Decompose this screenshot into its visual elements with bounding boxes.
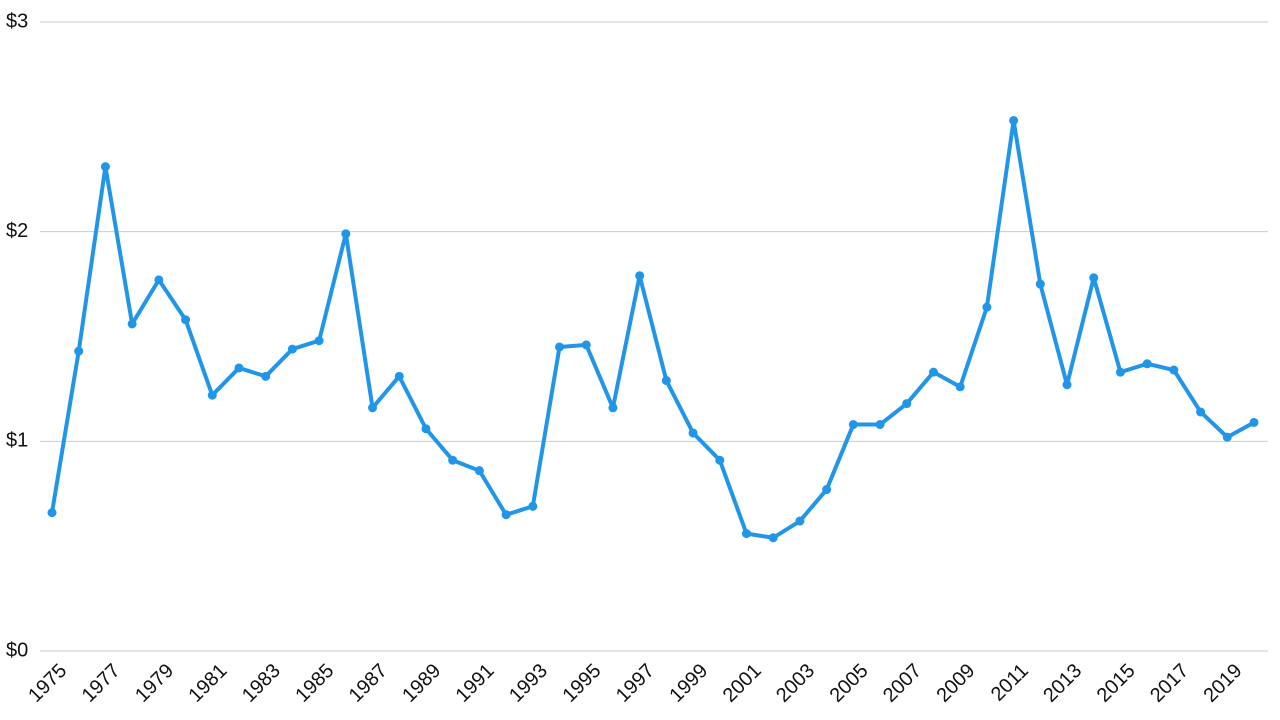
x-tick-label: 1995 (558, 660, 605, 707)
x-tick-label: 1999 (665, 660, 712, 707)
x-tick-label: 2001 (719, 660, 766, 707)
x-tick-label: 2017 (1146, 660, 1193, 707)
x-tick-label: 1997 (612, 660, 659, 707)
x-tick-label: 2015 (1093, 660, 1140, 707)
x-tick-label: 1981 (185, 660, 232, 707)
point (74, 346, 84, 356)
point (1115, 367, 1125, 377)
x-tick-label: 2011 (987, 660, 1033, 706)
x-tick-label: 1983 (238, 660, 285, 707)
point (875, 420, 885, 430)
point (661, 376, 671, 386)
point (448, 455, 458, 465)
point (635, 271, 645, 281)
point (608, 403, 618, 413)
x-tick-label: 2009 (932, 660, 979, 707)
point (982, 302, 992, 312)
point (795, 516, 805, 526)
point (955, 382, 965, 392)
point (154, 275, 164, 285)
point (822, 485, 832, 495)
x-tick-label: 1991 (452, 660, 499, 707)
x-tick-label: 2007 (879, 660, 926, 707)
point (848, 420, 858, 430)
point (768, 533, 778, 543)
point (1222, 432, 1232, 442)
point (1035, 279, 1045, 289)
point (688, 428, 698, 438)
point (181, 315, 191, 325)
x-tick-label: 1989 (398, 660, 445, 707)
point (1089, 273, 1099, 283)
x-tick-label: 1987 (345, 660, 392, 707)
point (581, 340, 591, 350)
point (394, 371, 404, 381)
point (1249, 417, 1259, 427)
point (741, 529, 751, 539)
point (368, 403, 378, 413)
point (1196, 407, 1206, 417)
point (902, 399, 912, 409)
point (100, 162, 110, 172)
x-tick-label: 2019 (1200, 660, 1247, 707)
point (1062, 380, 1072, 390)
point (207, 390, 217, 400)
point (474, 466, 484, 476)
x-tick-label: 1979 (131, 660, 178, 707)
point (127, 319, 137, 329)
point (47, 508, 57, 518)
point (1169, 365, 1179, 375)
x-tick-label: 1977 (78, 660, 125, 707)
point (287, 344, 297, 354)
x-tick-label: 1985 (291, 660, 338, 707)
point (341, 229, 351, 239)
point (261, 371, 271, 381)
x-tick-label: 1993 (505, 660, 552, 707)
y-tick-label: $0 (6, 639, 28, 661)
point (1009, 116, 1019, 126)
x-tick-label: 2005 (826, 660, 873, 707)
point (715, 455, 725, 465)
point (1142, 359, 1152, 369)
point (555, 342, 565, 352)
point (528, 501, 538, 511)
y-tick-label: $3 (6, 10, 28, 32)
x-tick-label: 2013 (1039, 660, 1086, 707)
line (50, 118, 1255, 540)
y-tick-label: $2 (6, 220, 28, 242)
y-tick-label: $1 (6, 430, 28, 452)
point (928, 367, 938, 377)
point (234, 363, 244, 373)
point (501, 510, 511, 520)
x-tick-label: 2003 (772, 660, 819, 707)
x-tick-label: 1975 (24, 660, 71, 707)
point (314, 336, 324, 346)
point (421, 424, 431, 434)
